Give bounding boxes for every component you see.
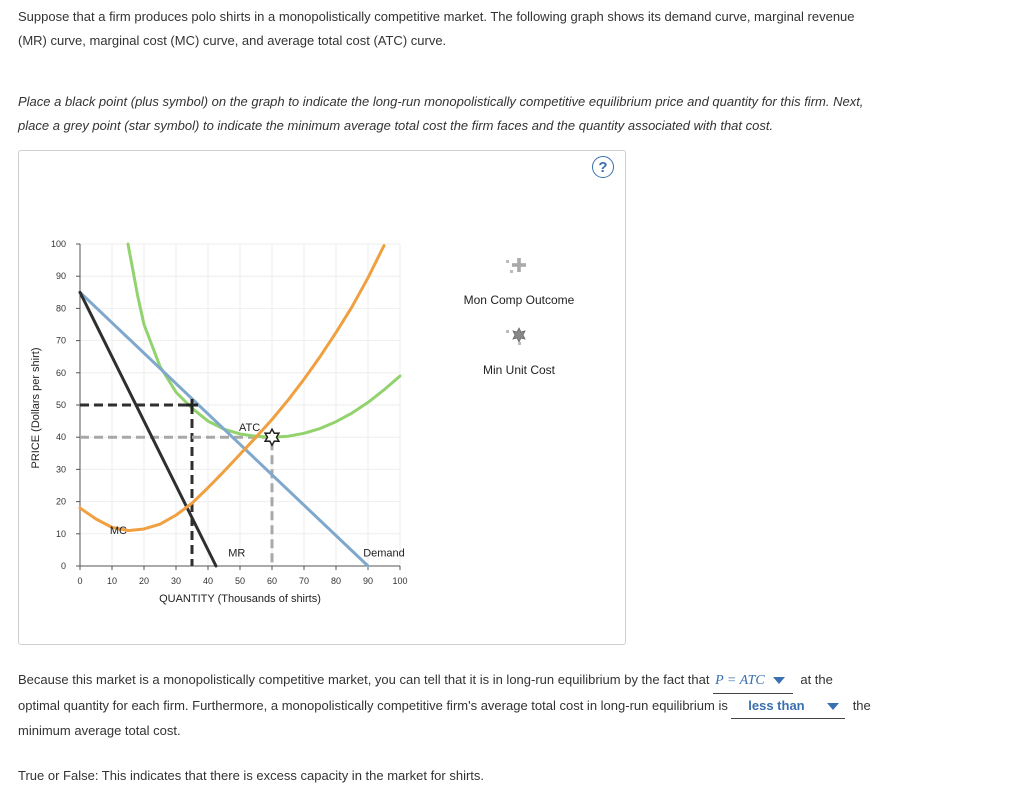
y-axis-label: PRICE (Dollars per shirt)	[30, 347, 42, 468]
x-tick-label: 10	[107, 576, 117, 586]
min-cost-tool[interactable]: Min Unit Cost	[483, 327, 556, 377]
question-text-2b: the	[852, 698, 871, 713]
y-tick-label: 80	[56, 303, 66, 313]
question-block: Because this market is a monopolisticall…	[18, 668, 1018, 743]
y-tick-label: 40	[56, 432, 66, 442]
y-tick-label: 10	[56, 529, 66, 539]
instructions-line-1: Place a black point (plus symbol) on the…	[18, 94, 864, 109]
dropdown1-value: P = ATC	[715, 673, 765, 688]
markers	[186, 399, 281, 447]
x-tick-label: 0	[77, 576, 82, 586]
question-text-1b: at the	[800, 672, 833, 687]
chart-axes	[76, 243, 401, 570]
label-mc: MC	[110, 525, 127, 537]
y-tick-label: 50	[56, 400, 66, 410]
chevron-down-icon	[827, 703, 840, 711]
x-tick-label: 30	[171, 576, 181, 586]
cost-comparison-dropdown[interactable]: less than	[731, 694, 846, 719]
y-tick-label: 60	[56, 368, 66, 378]
demand-curve	[78, 290, 370, 568]
plus-marker	[186, 399, 198, 411]
x-tick-label: 20	[139, 576, 149, 586]
x-axis-label: QUANTITY (Thousands of shirts)	[159, 593, 321, 605]
label-mr: MR	[228, 547, 245, 559]
mc-curve	[78, 244, 386, 533]
label-demand: Demand	[363, 547, 405, 559]
tick-labels: 0 10 20 30 40 50 60 70 80 90 100 0 10 20 30 40 50 60 70 80 9…	[51, 239, 408, 586]
plus-marker-h	[186, 403, 198, 407]
mon-comp-tool[interactable]: Mon Comp Outcome	[464, 258, 575, 307]
grey-guide-line	[80, 435, 274, 566]
question-line-3: minimum average total cost.	[18, 723, 181, 738]
equilibrium-condition-dropdown[interactable]: P = ATC	[713, 669, 794, 694]
question-text-1: Because this market is a monopolisticall…	[18, 672, 710, 687]
min-cost-label: Min Unit Cost	[483, 363, 556, 377]
true-false-question: True or False: This indicates that there…	[18, 768, 485, 783]
x-tick-label: 50	[235, 576, 245, 586]
label-atc: ATC	[239, 422, 260, 434]
help-icon[interactable]: ?	[592, 156, 614, 178]
question-line-1: Because this market is a monopolisticall…	[18, 668, 1018, 694]
x-tick-label: 40	[203, 576, 213, 586]
x-tick-label: 80	[331, 576, 341, 586]
mon-comp-label: Mon Comp Outcome	[464, 293, 575, 307]
intro-line-2: (MR) curve, marginal cost (MC) curve, an…	[18, 33, 447, 48]
y-tick-label: 0	[61, 561, 66, 571]
graph-panel	[18, 150, 626, 645]
x-tick-label: 90	[363, 576, 373, 586]
question-line-2: optimal quantity for each firm. Furtherm…	[18, 694, 1018, 719]
question-text-2: optimal quantity for each firm. Furtherm…	[18, 698, 728, 713]
y-tick-label: 90	[56, 271, 66, 281]
star-marker	[263, 427, 281, 447]
plus-icon[interactable]	[506, 258, 526, 273]
chevron-down-icon	[772, 677, 785, 685]
star-icon[interactable]	[506, 327, 526, 345]
y-tick-label: 30	[56, 464, 66, 474]
y-tick-label: 70	[56, 336, 66, 346]
x-tick-label: 60	[267, 576, 277, 586]
curve-labels: ATC MC MR Demand	[110, 422, 405, 560]
y-tick-label: 20	[56, 497, 66, 507]
instructions-line-2: place a grey point (star symbol) to indi…	[18, 118, 774, 133]
mr-curve	[78, 290, 218, 568]
x-tick-label: 100	[392, 576, 407, 586]
curves	[78, 242, 402, 568]
y-tick-label: 100	[51, 239, 66, 249]
dropdown2-value: less than	[748, 698, 805, 713]
x-tick-label: 70	[299, 576, 309, 586]
intro-line-1: Suppose that a firm produces polo shirts…	[18, 9, 855, 24]
